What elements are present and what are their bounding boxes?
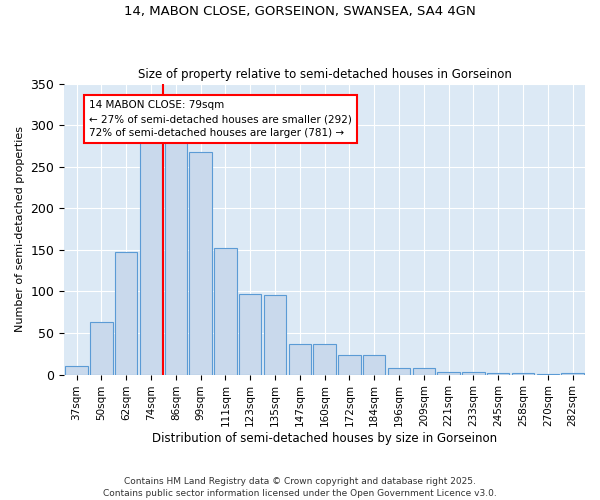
Bar	[313, 344, 336, 374]
Bar	[487, 373, 509, 374]
Bar	[437, 372, 460, 374]
X-axis label: Distribution of semi-detached houses by size in Gorseinon: Distribution of semi-detached houses by …	[152, 432, 497, 445]
Bar	[214, 248, 236, 374]
Bar	[562, 373, 584, 374]
Bar	[338, 356, 361, 374]
Bar	[164, 142, 187, 374]
Bar	[90, 322, 113, 374]
Bar	[115, 252, 137, 374]
Bar	[462, 372, 485, 374]
Bar	[363, 356, 385, 374]
Bar	[140, 140, 162, 374]
Bar	[264, 295, 286, 374]
Text: 14 MABON CLOSE: 79sqm
← 27% of semi-detached houses are smaller (292)
72% of sem: 14 MABON CLOSE: 79sqm ← 27% of semi-deta…	[89, 100, 352, 138]
Bar	[289, 344, 311, 374]
Bar	[512, 373, 534, 374]
Bar	[413, 368, 435, 374]
Bar	[65, 366, 88, 374]
Bar	[388, 368, 410, 374]
Text: Contains HM Land Registry data © Crown copyright and database right 2025.
Contai: Contains HM Land Registry data © Crown c…	[103, 476, 497, 498]
Title: Size of property relative to semi-detached houses in Gorseinon: Size of property relative to semi-detach…	[137, 68, 512, 81]
Text: 14, MABON CLOSE, GORSEINON, SWANSEA, SA4 4GN: 14, MABON CLOSE, GORSEINON, SWANSEA, SA4…	[124, 5, 476, 18]
Bar	[190, 152, 212, 374]
Bar	[239, 294, 262, 374]
Y-axis label: Number of semi-detached properties: Number of semi-detached properties	[15, 126, 25, 332]
